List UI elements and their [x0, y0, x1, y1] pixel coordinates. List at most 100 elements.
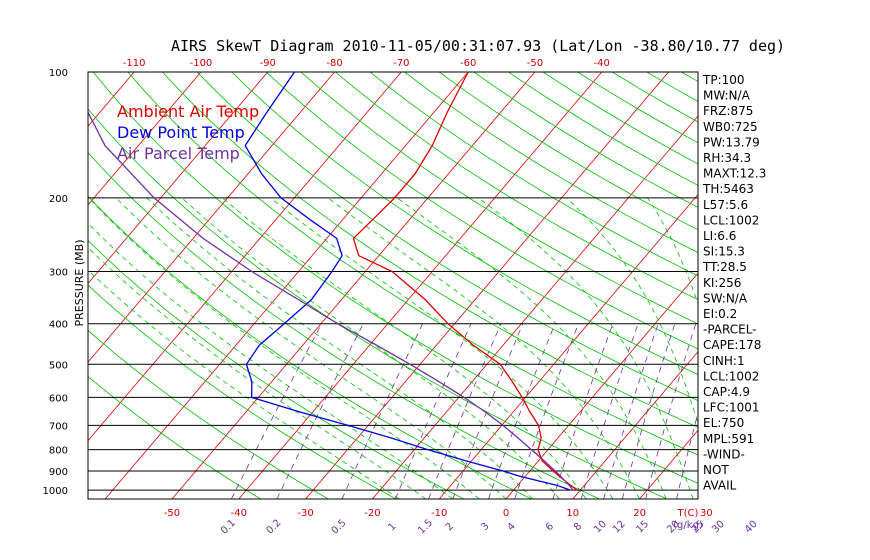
stat-item: MW:N/A — [703, 89, 751, 103]
stat-item: LCL:1002 — [703, 369, 759, 383]
stat-item: FRZ:875 — [703, 104, 753, 118]
top-temp-tick-label: -100 — [190, 58, 213, 69]
moist-adiabat-line — [396, 197, 667, 499]
stat-item: TP:100 — [702, 73, 745, 87]
dry-adiabat-line — [369, 72, 698, 277]
stat-item: MPL:591 — [703, 432, 754, 446]
isotherm-line — [0, 72, 67, 499]
legend-parcel: Air Parcel Temp — [117, 144, 240, 163]
mixing-ratio-label: 0.2 — [264, 518, 283, 537]
moist-adiabat-line — [478, 197, 694, 499]
mixing-ratio-line — [552, 323, 614, 499]
isotherm-line — [88, 72, 202, 206]
mixing-ratio-line — [452, 323, 524, 499]
stat-item: EI:0.2 — [703, 307, 737, 321]
bottom-temperature-ticks: -50 -40 -30 -20 -10 0 10 20 30T(C) — [164, 508, 713, 519]
mixing-ratio-label: 6 — [544, 521, 556, 533]
mixing-ratio-label: 30 — [710, 519, 727, 536]
chart-title: AIRS SkewT Diagram 2010-11-05/00:31:07.9… — [171, 37, 785, 55]
stat-item: AVAIL — [703, 479, 737, 493]
dry-adiabat-line — [88, 375, 261, 499]
mixing-ratio-line — [276, 323, 364, 499]
stat-item: L57:5.6 — [703, 198, 748, 212]
profile-lines — [88, 72, 578, 491]
legend: Ambient Air Temp Dew Point Temp Air Parc… — [117, 102, 259, 163]
dry-adiabat-line — [438, 72, 698, 231]
stat-item: TH:5463 — [702, 182, 754, 196]
dry-adiabat-line — [127, 72, 698, 456]
dry-adiabat-line — [88, 329, 329, 499]
dry-adiabat-line — [88, 152, 600, 499]
pressure-tick-label: 400 — [49, 320, 68, 331]
stat-item: KI:256 — [703, 276, 741, 290]
bottom-temp-tick-label: 20 — [633, 508, 646, 519]
pressure-tick-label: 500 — [49, 360, 68, 371]
stat-item: RH:34.3 — [703, 151, 751, 165]
dry-adiabat-line — [88, 239, 465, 499]
dry-adiabat-line — [508, 72, 698, 186]
moist-adiabat-line — [647, 197, 698, 305]
isotherm-grid — [0, 72, 870, 499]
mixing-ratio-label: 0.5 — [330, 518, 349, 537]
mixing-ratio-line — [514, 323, 579, 499]
mixing-ratio-grid — [231, 323, 698, 499]
stat-item: SI:15.3 — [703, 245, 745, 259]
moist-adiabat-line — [767, 198, 800, 499]
isotherm-line — [104, 72, 469, 499]
top-temperature-ticks: -110 -100 -90 -80 -70 -60 -50 -40 — [123, 58, 610, 69]
mixing-ratio-label: 1.5 — [416, 518, 435, 537]
top-temp-tick-label: -70 — [393, 58, 409, 69]
mixing-ratio-line — [645, 323, 697, 499]
top-temp-tick-label: -60 — [460, 58, 476, 69]
moist-adiabat-line — [115, 197, 507, 499]
mixing-ratio-line — [428, 323, 502, 499]
stat-item: WB0:725 — [703, 120, 758, 134]
moist-adiabat-grid — [88, 197, 800, 499]
mixing-ratio-label: 0.1 — [219, 518, 238, 537]
pressure-tick-label: 1000 — [43, 486, 68, 497]
moist-adiabat-line — [181, 197, 560, 499]
y-axis-label: PRESSURE (MB) — [73, 240, 86, 327]
stat-item: SW:N/A — [703, 291, 748, 305]
dry-adiabat-line — [231, 72, 698, 375]
stat-item: NOT — [703, 463, 729, 477]
pressure-tick-label: 300 — [49, 268, 68, 279]
mixing-ratio-label: 2 — [444, 521, 456, 533]
mixing-ratio-line — [603, 323, 659, 499]
temp-axis-label: T(C) — [677, 508, 699, 519]
stat-item: -PARCEL- — [703, 323, 757, 337]
mixing-ratio-line — [488, 323, 556, 499]
mixing-ratio-line — [580, 323, 639, 499]
isotherm-line — [88, 72, 269, 285]
plot-frame — [87, 71, 699, 500]
moist-adiabat-line — [88, 222, 453, 499]
mixing-ratio-label: 4 — [506, 521, 518, 533]
pressure-tick-label: 800 — [49, 446, 68, 457]
mixing-ratio-label: 40 — [743, 519, 760, 536]
stat-item: CAPE:178 — [703, 338, 761, 352]
isotherm-line — [238, 72, 603, 499]
pressure-tick-label: 200 — [49, 194, 68, 205]
mixing-ratio-label: 10 — [592, 519, 609, 536]
isotherm-line — [840, 72, 870, 499]
mixing-ratio-unit: (g/kg) — [673, 520, 703, 531]
bottom-temp-tick-label: 0 — [503, 508, 509, 519]
moist-adiabat-line — [566, 197, 698, 425]
moist-adiabat-line — [146, 197, 533, 499]
dry-adiabat-line — [162, 72, 698, 428]
top-temp-tick-label: -80 — [326, 58, 342, 69]
mixing-ratio-line — [676, 411, 698, 499]
isotherm-line — [773, 72, 870, 499]
bottom-temp-tick-label: -30 — [297, 508, 313, 519]
top-temp-tick-label: -90 — [260, 58, 276, 69]
mixing-ratio-line — [621, 323, 676, 499]
mixing-ratio-labels: 0.1 0.2 0.5 1 1.5 2 3 4 6 8 10 12 15 20 25 30 40(g/kg) — [219, 518, 760, 537]
dry-adiabat-line — [88, 284, 397, 499]
mixing-ratio-label: 12 — [611, 519, 628, 536]
stat-item: -WIND- — [703, 447, 745, 461]
bottom-temp-tick-label: -10 — [431, 508, 447, 519]
mixing-ratio-line — [231, 323, 322, 499]
pressure-ticks: 100 200 300 400 500 600 700 800 900 1000 — [43, 68, 68, 497]
isotherm-line — [505, 272, 698, 499]
